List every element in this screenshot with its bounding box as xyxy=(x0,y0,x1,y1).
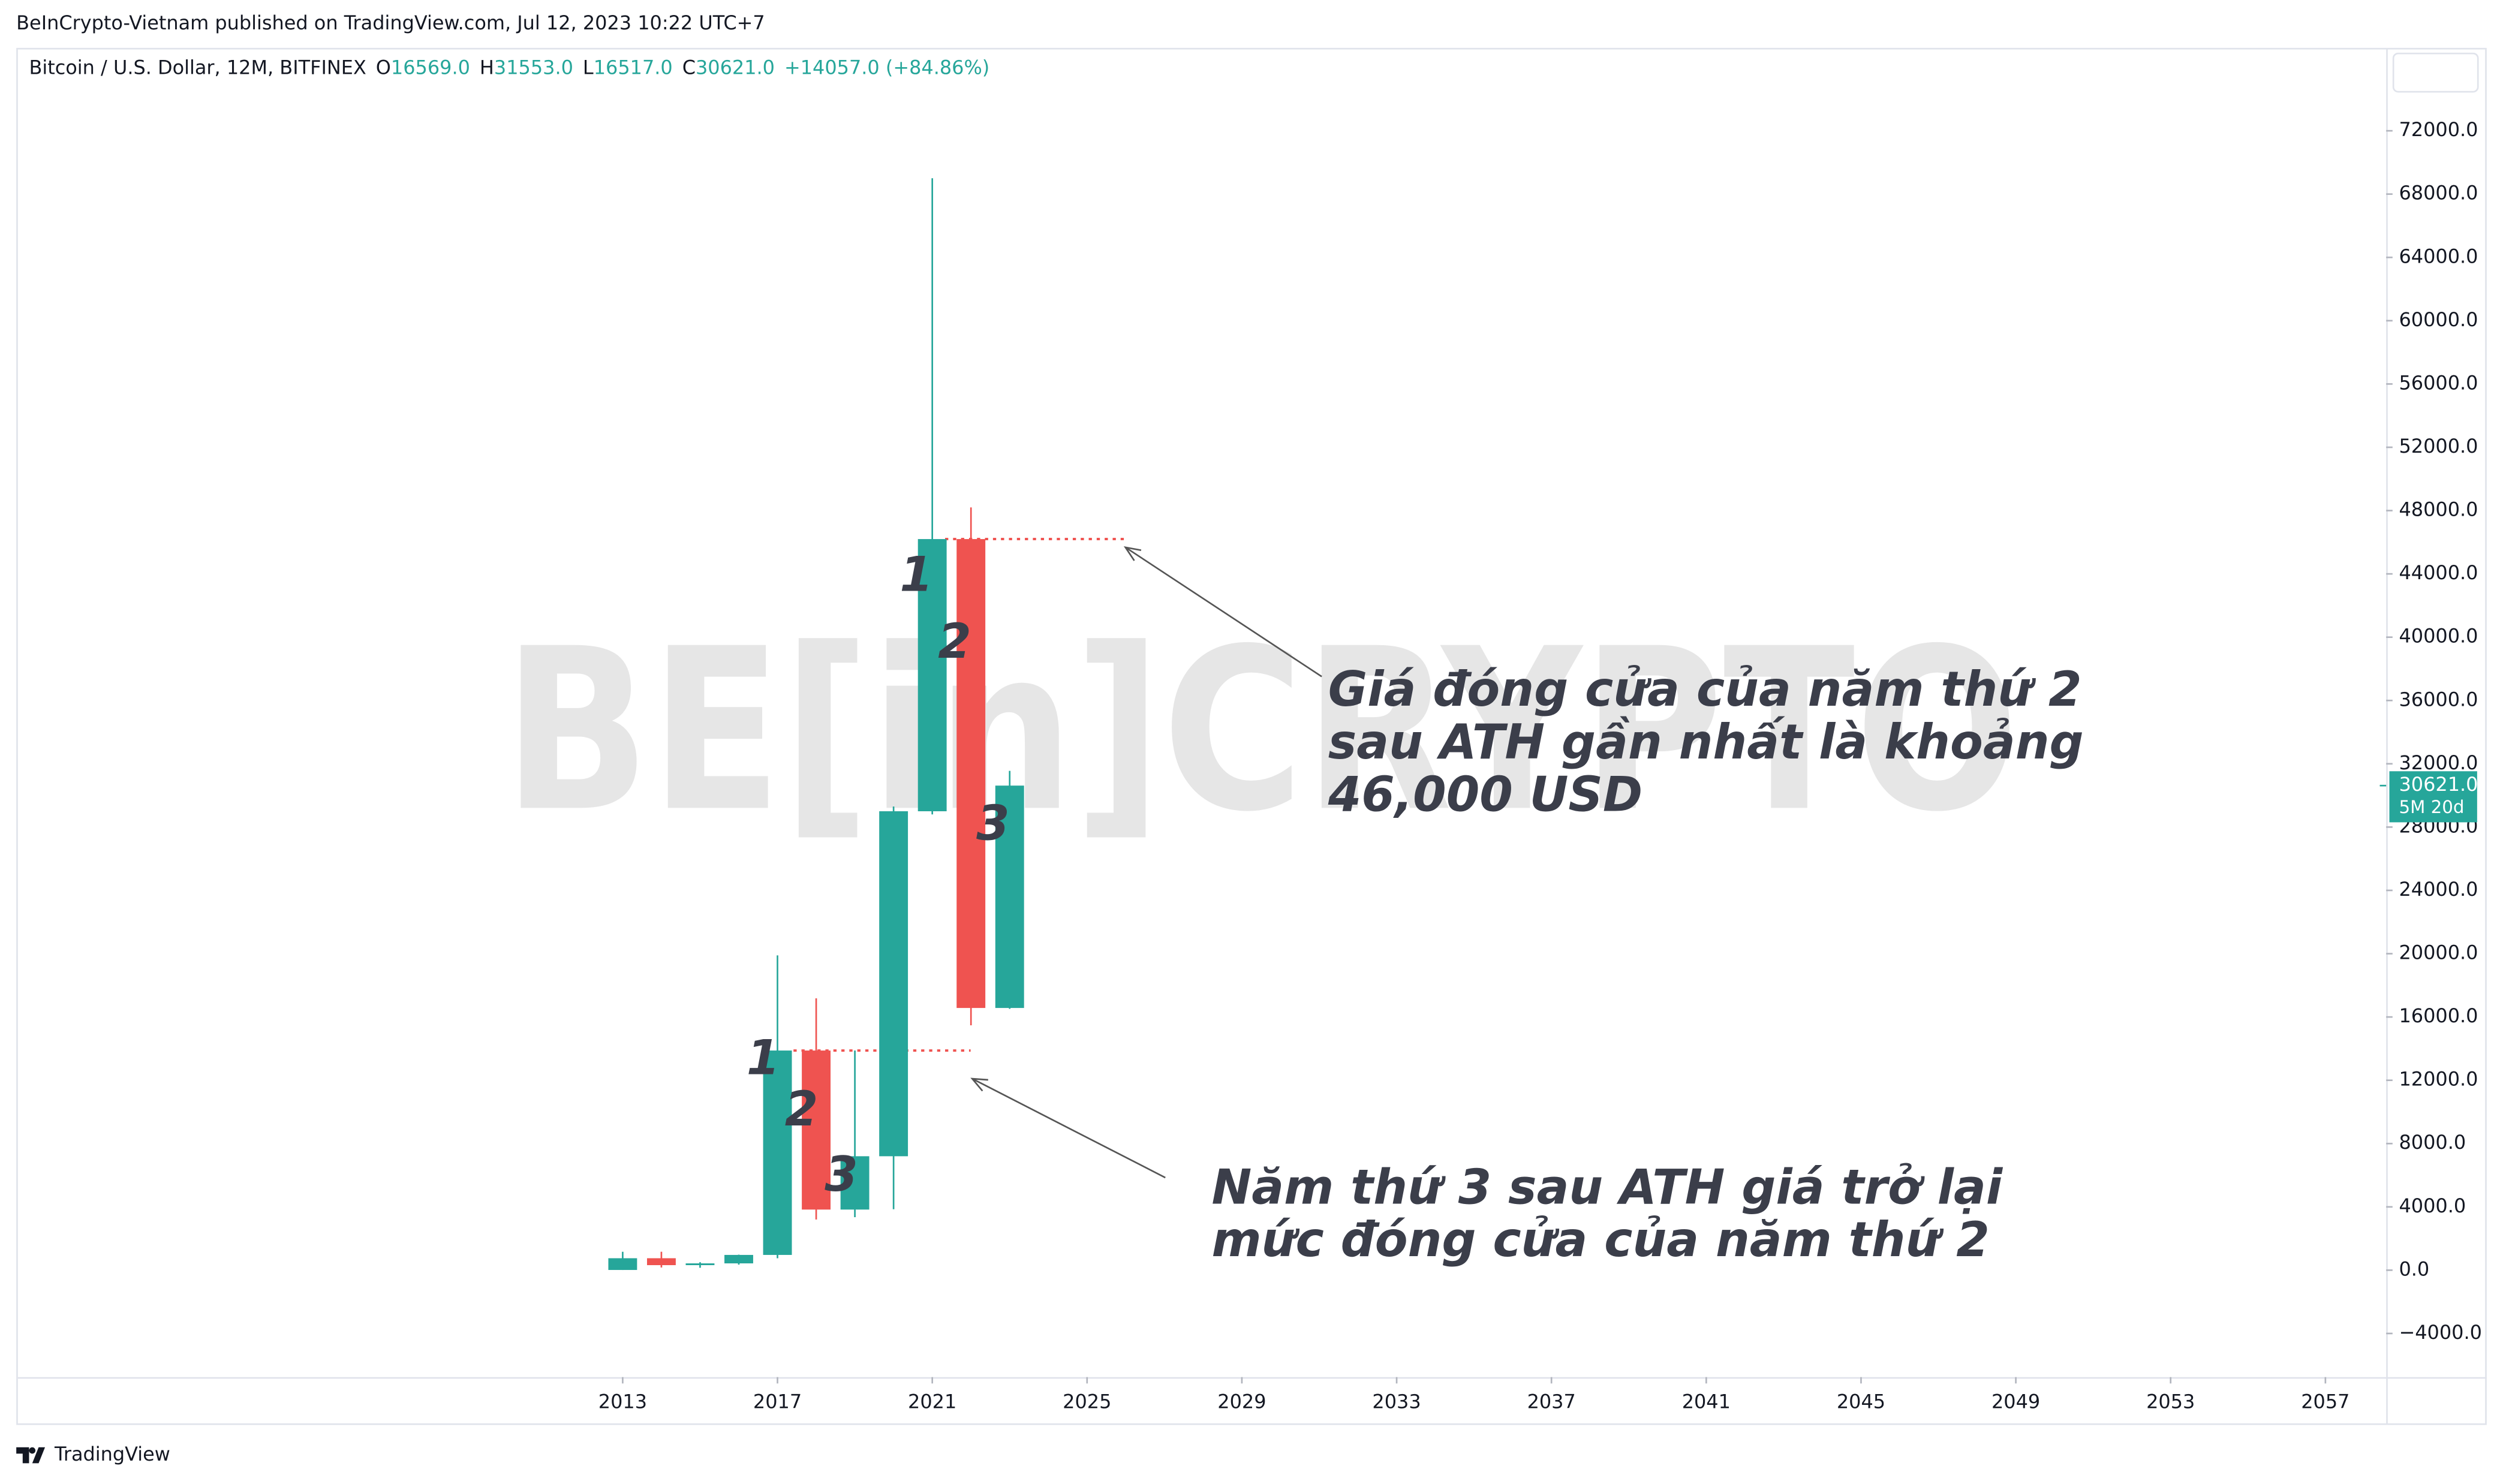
watermark: BE[in]CRYPTO xyxy=(503,600,2019,860)
ohlc-key: L xyxy=(583,56,594,79)
ohlc-key: O xyxy=(376,56,391,79)
y-tick-label: 72000.0 xyxy=(2399,118,2478,141)
scale-button[interactable] xyxy=(2392,52,2479,93)
ohlc-value: 30621.0 xyxy=(696,56,775,79)
symbol: Bitcoin / U.S. Dollar, 12M, BITFINEX xyxy=(29,56,366,79)
annotation: Giá đóng cửa của năm thứ 2 xyxy=(1328,661,2082,717)
logo-mark xyxy=(16,1447,46,1464)
ohlc-value: 31553.0 xyxy=(494,56,573,79)
candle-body xyxy=(995,785,1024,1009)
year-mark: 1 xyxy=(899,546,933,602)
y-tick-label: 64000.0 xyxy=(2399,245,2478,267)
y-tick-label: 44000.0 xyxy=(2399,561,2478,584)
y-tick-label: 40000.0 xyxy=(2399,625,2478,648)
ohlc: O16569.0 H31553.0 L16517.0 C30621.0 xyxy=(376,56,775,79)
candle-body xyxy=(802,1050,831,1210)
candle-body xyxy=(763,1050,792,1255)
y-tick-label: 20000.0 xyxy=(2399,941,2478,964)
y-tick-label: 32000.0 xyxy=(2399,751,2478,774)
last-price-box xyxy=(2389,771,2477,823)
y-tick-label: −4000.0 xyxy=(2399,1321,2481,1344)
x-tick-label: 2057 xyxy=(2301,1390,2349,1413)
arrow-head xyxy=(1123,546,1142,561)
arrow-line xyxy=(1125,546,1322,678)
ohlc-key: C xyxy=(682,56,696,79)
candle-body xyxy=(840,1156,870,1210)
year-mark: 2 xyxy=(938,613,971,669)
candle-body xyxy=(685,1263,715,1265)
y-tick-label: 24000.0 xyxy=(2399,878,2478,901)
year-mark: 2 xyxy=(785,1081,819,1137)
y-tick-label: 8000.0 xyxy=(2399,1131,2466,1154)
change: +14057.0 (+84.86%) xyxy=(784,56,989,79)
candle-body xyxy=(917,539,947,812)
candle-body xyxy=(956,539,986,1009)
y-tick-label: 4000.0 xyxy=(2399,1194,2466,1217)
published-note: BeInCrypto-Vietnam published on TradingV… xyxy=(16,11,765,34)
annotation: 46,000 USD xyxy=(1328,767,1642,823)
x-tick-label: 2021 xyxy=(908,1390,956,1413)
annotation: Năm thứ 3 sau ATH giá trở lại xyxy=(1211,1159,2003,1215)
x-tick-label: 2037 xyxy=(1527,1390,1576,1413)
legend: Bitcoin / U.S. Dollar, 12M, BITFINEX O165… xyxy=(29,56,989,79)
annotation: sau ATH gần nhất là khoảng xyxy=(1328,714,2084,770)
ohlc-value: 16569.0 xyxy=(391,56,470,79)
ohlc-key: H xyxy=(480,56,494,79)
y-tick-label: 0.0 xyxy=(2399,1257,2429,1280)
arrow-line xyxy=(971,1077,1166,1179)
candle-body xyxy=(608,1258,637,1271)
x-tick-label: 2025 xyxy=(1063,1390,1111,1413)
y-tick-label: 56000.0 xyxy=(2399,371,2478,394)
last-price-label: 30621.0 xyxy=(2399,773,2478,796)
x-tick-label: 2053 xyxy=(2146,1390,2195,1413)
year-mark: 3 xyxy=(825,1146,858,1202)
y-tick-label: 48000.0 xyxy=(2399,498,2478,521)
y-tick-label: 60000.0 xyxy=(2399,308,2478,331)
y-tick-label: 16000.0 xyxy=(2399,1004,2478,1027)
countdown: 5M 20d xyxy=(2399,797,2464,817)
x-tick-label: 2033 xyxy=(1372,1390,1421,1413)
ohlc-value: 16517.0 xyxy=(594,56,673,79)
y-tick-label: 68000.0 xyxy=(2399,182,2478,204)
x-tick-label: 2029 xyxy=(1217,1390,1266,1413)
year-mark: 3 xyxy=(976,796,1010,851)
footer: TradingView xyxy=(54,1443,170,1465)
candle-body xyxy=(646,1258,676,1265)
x-tick-label: 2017 xyxy=(753,1390,802,1413)
y-tick-label: 36000.0 xyxy=(2399,688,2478,711)
candle-body xyxy=(879,811,908,1157)
y-tick-label: 12000.0 xyxy=(2399,1068,2478,1091)
tradingview-logo xyxy=(16,1447,46,1464)
chart-frame xyxy=(16,47,2487,1425)
annotation: mức đóng cửa của năm thứ 2 xyxy=(1211,1212,1989,1268)
y-tick-label: 52000.0 xyxy=(2399,435,2478,457)
x-tick-label: 2013 xyxy=(598,1390,647,1413)
year-mark: 1 xyxy=(747,1030,780,1086)
arrow-head xyxy=(970,1077,988,1092)
logo-dot xyxy=(29,1447,36,1454)
x-tick-label: 2045 xyxy=(1837,1390,1885,1413)
x-tick-label: 2041 xyxy=(1682,1390,1731,1413)
x-tick-label: 2049 xyxy=(1991,1390,2040,1413)
candle-body xyxy=(724,1254,753,1264)
